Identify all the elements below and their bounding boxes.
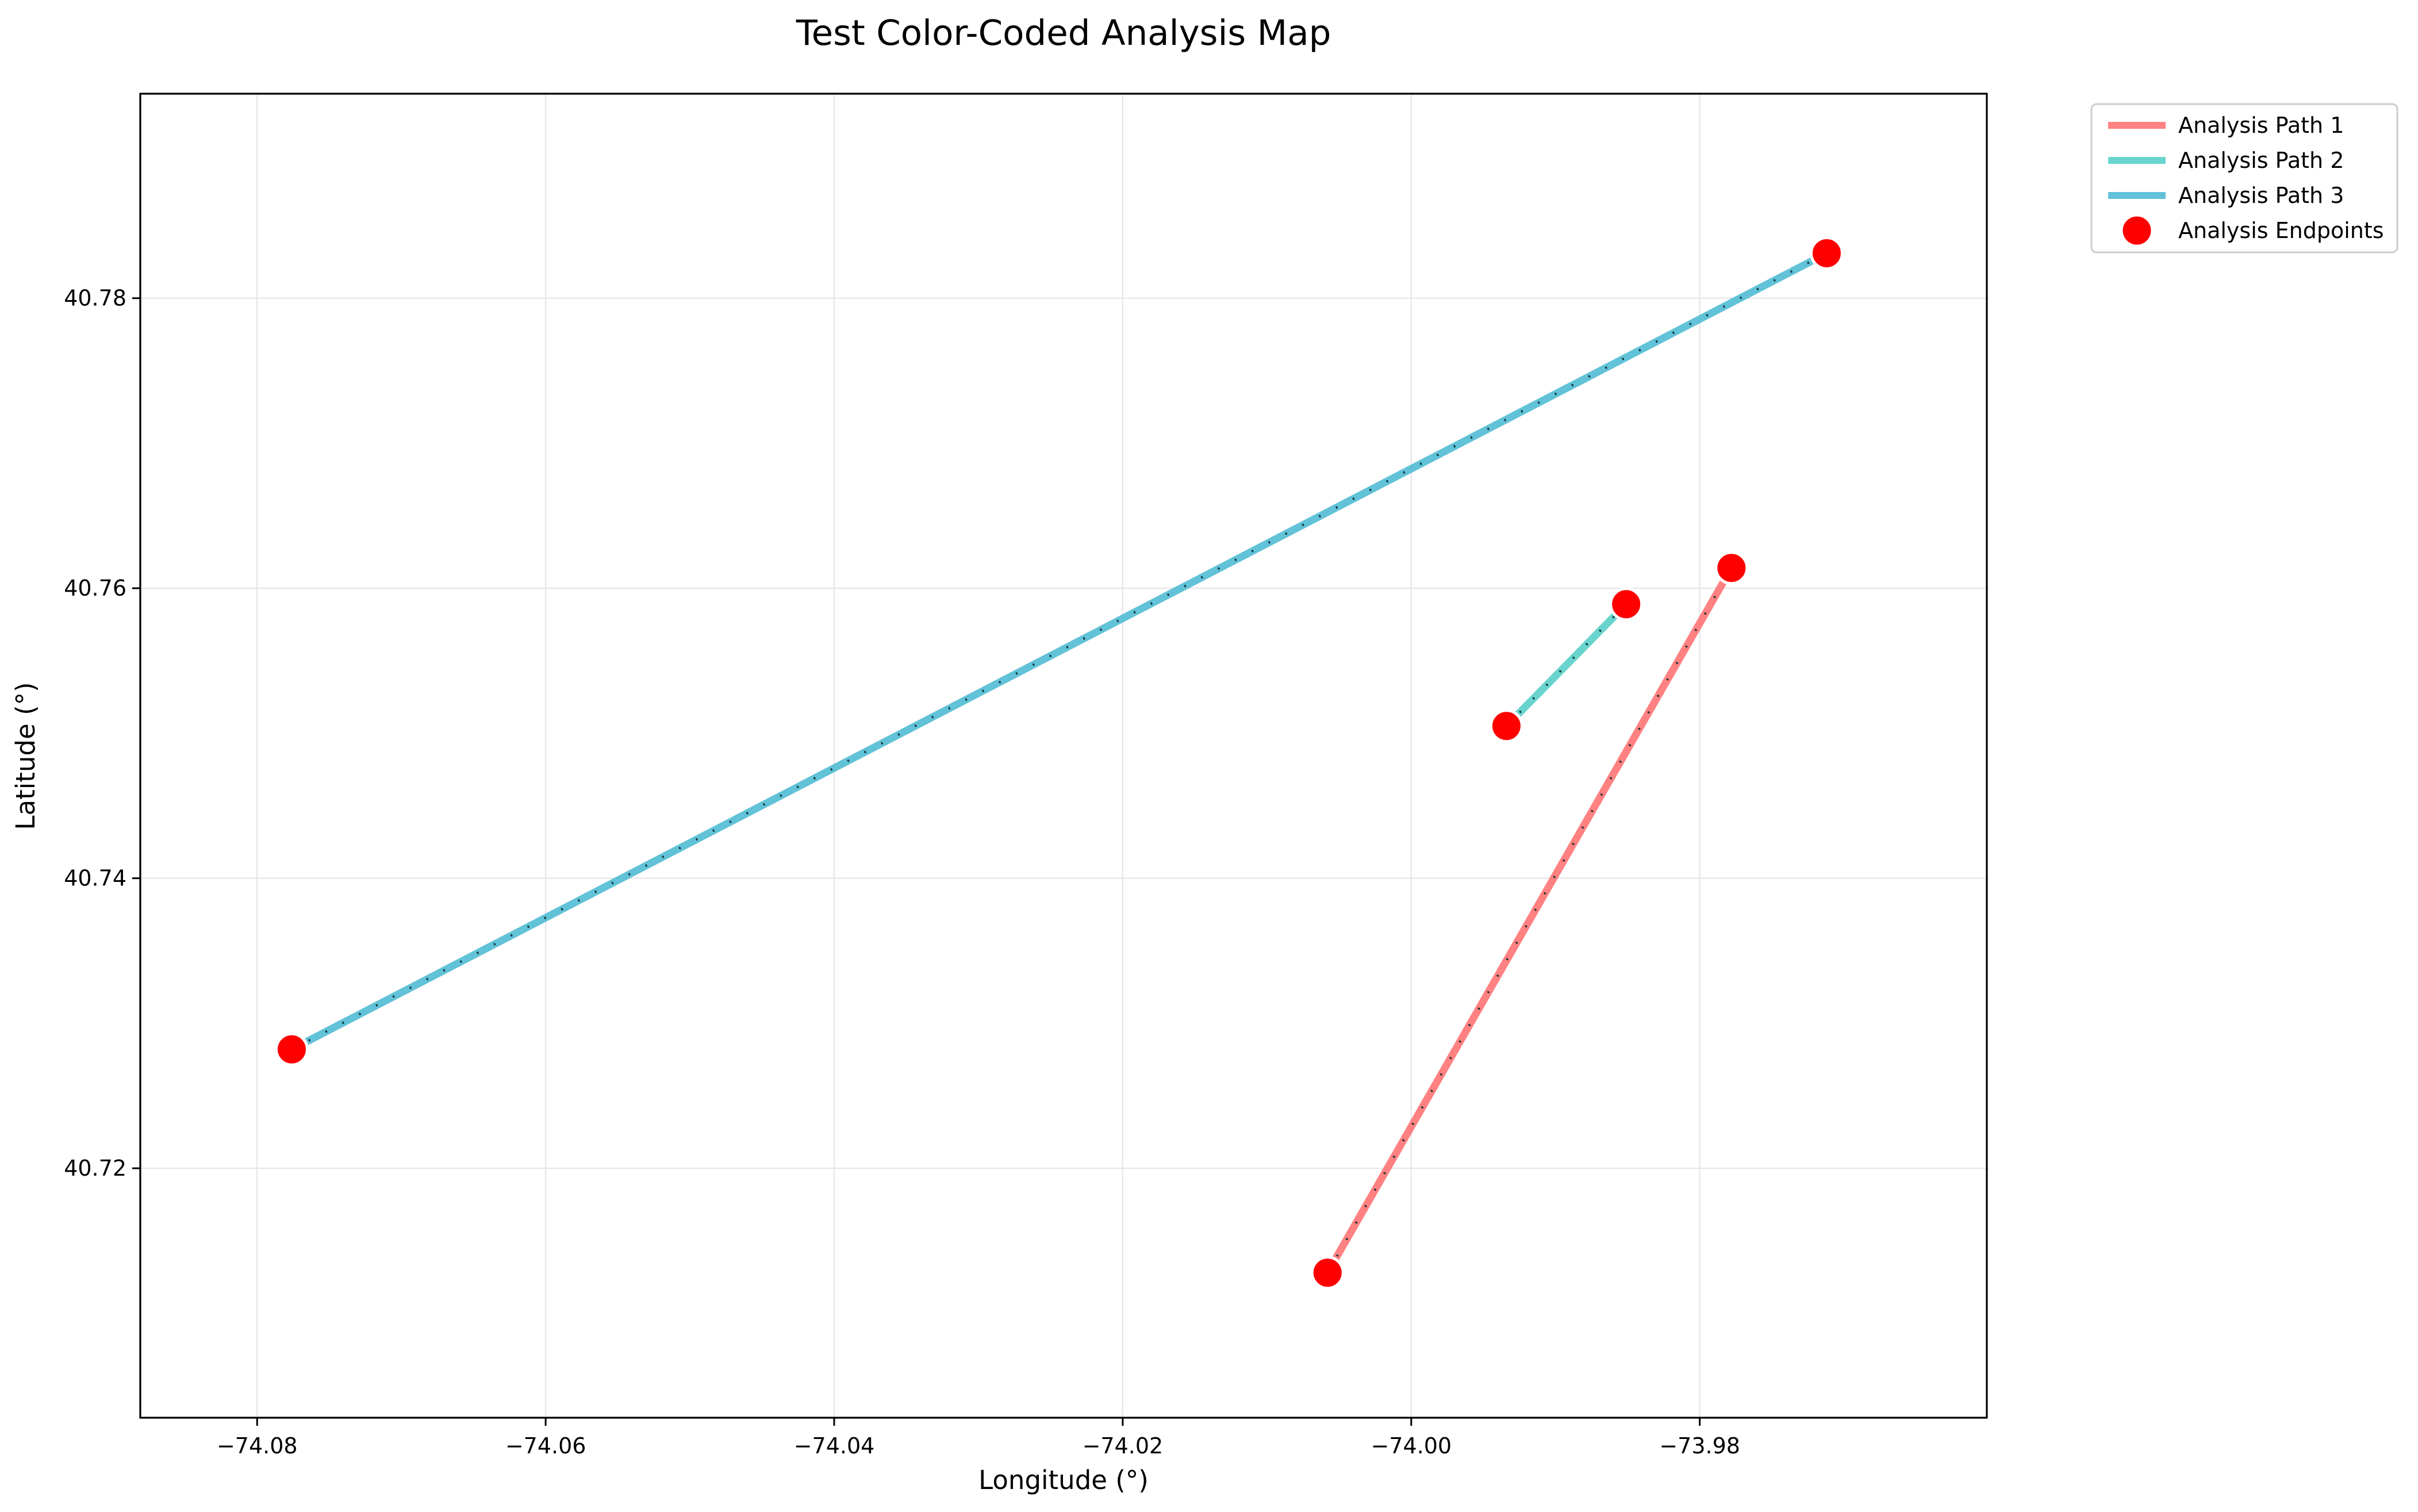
endpoint-marker [1310,1256,1345,1290]
legend-label: Analysis Path 2 [2178,148,2344,173]
y-tick-label: 40.74 [64,866,126,891]
legend-items: Analysis Path 1 Analysis Path 2 Analysis P… [2108,113,2384,248]
analysis-path-3 [290,250,1829,1053]
x-tick-label: −74.00 [1371,1433,1452,1459]
x-tick-label: −74.08 [217,1433,298,1459]
y-axis-label: Latitude (°) [10,682,41,830]
legend-label: Analysis Endpoints [2178,218,2384,243]
x-tick-label: −73.98 [1659,1433,1740,1459]
endpoint-marker [1714,551,1749,585]
analysis-path-2 [1503,601,1629,729]
legend-frame [2090,103,2398,254]
chart-title: Test Color-Coded Analysis Map [796,13,1331,53]
endpoint-marker [1609,587,1644,621]
endpoint-marker [274,1032,309,1066]
legend-label: Analysis Path 3 [2178,183,2344,208]
endpoint-markers [274,236,1844,1290]
endpoint-marker [1809,236,1844,270]
plot-frame [139,93,1988,1419]
series-paths [290,250,1829,1275]
legend-endpoint-swatch [2120,213,2154,248]
x-axis-ticks: −74.08 −74.06 −74.04 −74.02 −74.00 −73.98 [217,1418,1740,1459]
x-tick-label: −74.02 [1083,1433,1164,1459]
x-tick-label: −74.06 [505,1433,586,1459]
legend: Analysis Path 1 Analysis Path 2 Analysis P… [2090,103,2398,254]
legend-label: Analysis Path 1 [2178,113,2344,138]
x-axis-label: Longitude (°) [978,1465,1149,1495]
y-axis-ticks: 40.72 40.74 40.76 40.78 [64,286,140,1181]
x-tick-label: −74.04 [794,1433,875,1459]
y-tick-label: 40.78 [64,286,126,311]
gridlines [140,94,1987,1418]
y-tick-label: 40.76 [64,575,126,601]
y-tick-label: 40.72 [64,1156,126,1181]
endpoint-marker [1489,709,1523,743]
analysis-path-1 [1324,566,1735,1275]
